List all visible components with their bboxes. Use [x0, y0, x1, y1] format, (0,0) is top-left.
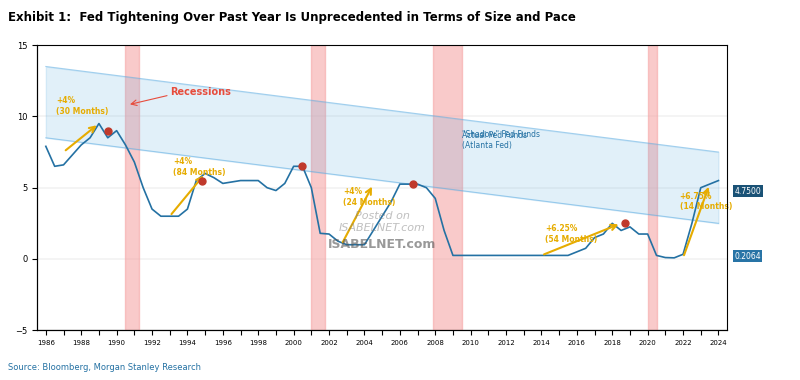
- Text: Posted on
ISABELNET.com: Posted on ISABELNET.com: [338, 211, 426, 233]
- Bar: [311, 45, 325, 330]
- Text: 0.2064: 0.2064: [734, 252, 761, 261]
- Text: 4.7500: 4.7500: [734, 187, 761, 196]
- Bar: [126, 45, 138, 330]
- Text: Recessions: Recessions: [170, 87, 230, 97]
- Bar: [648, 45, 657, 330]
- Text: Source: Bloomberg, Morgan Stanley Research: Source: Bloomberg, Morgan Stanley Resear…: [8, 363, 201, 372]
- Bar: [434, 45, 462, 330]
- Text: +4%
(84 Months): +4% (84 Months): [174, 157, 226, 177]
- Text: +4%
(24 Months): +4% (24 Months): [343, 187, 395, 207]
- Text: +6.75%
(14 Months): +6.75% (14 Months): [679, 192, 732, 211]
- Text: +4%
(30 Months): +4% (30 Months): [57, 96, 109, 116]
- Text: Exhibit 1:  Fed Tightening Over Past Year Is Unprecedented in Terms of Size and : Exhibit 1: Fed Tightening Over Past Year…: [8, 11, 576, 24]
- Text: ISABELNET.com: ISABELNET.com: [328, 238, 436, 251]
- Text: "Shadow" Fed Funds
(Atlanta Fed): "Shadow" Fed Funds (Atlanta Fed): [462, 130, 540, 150]
- Text: +6.25%
(54 Months): +6.25% (54 Months): [545, 225, 598, 244]
- Text: Actual Fed Funds: Actual Fed Funds: [462, 131, 527, 140]
